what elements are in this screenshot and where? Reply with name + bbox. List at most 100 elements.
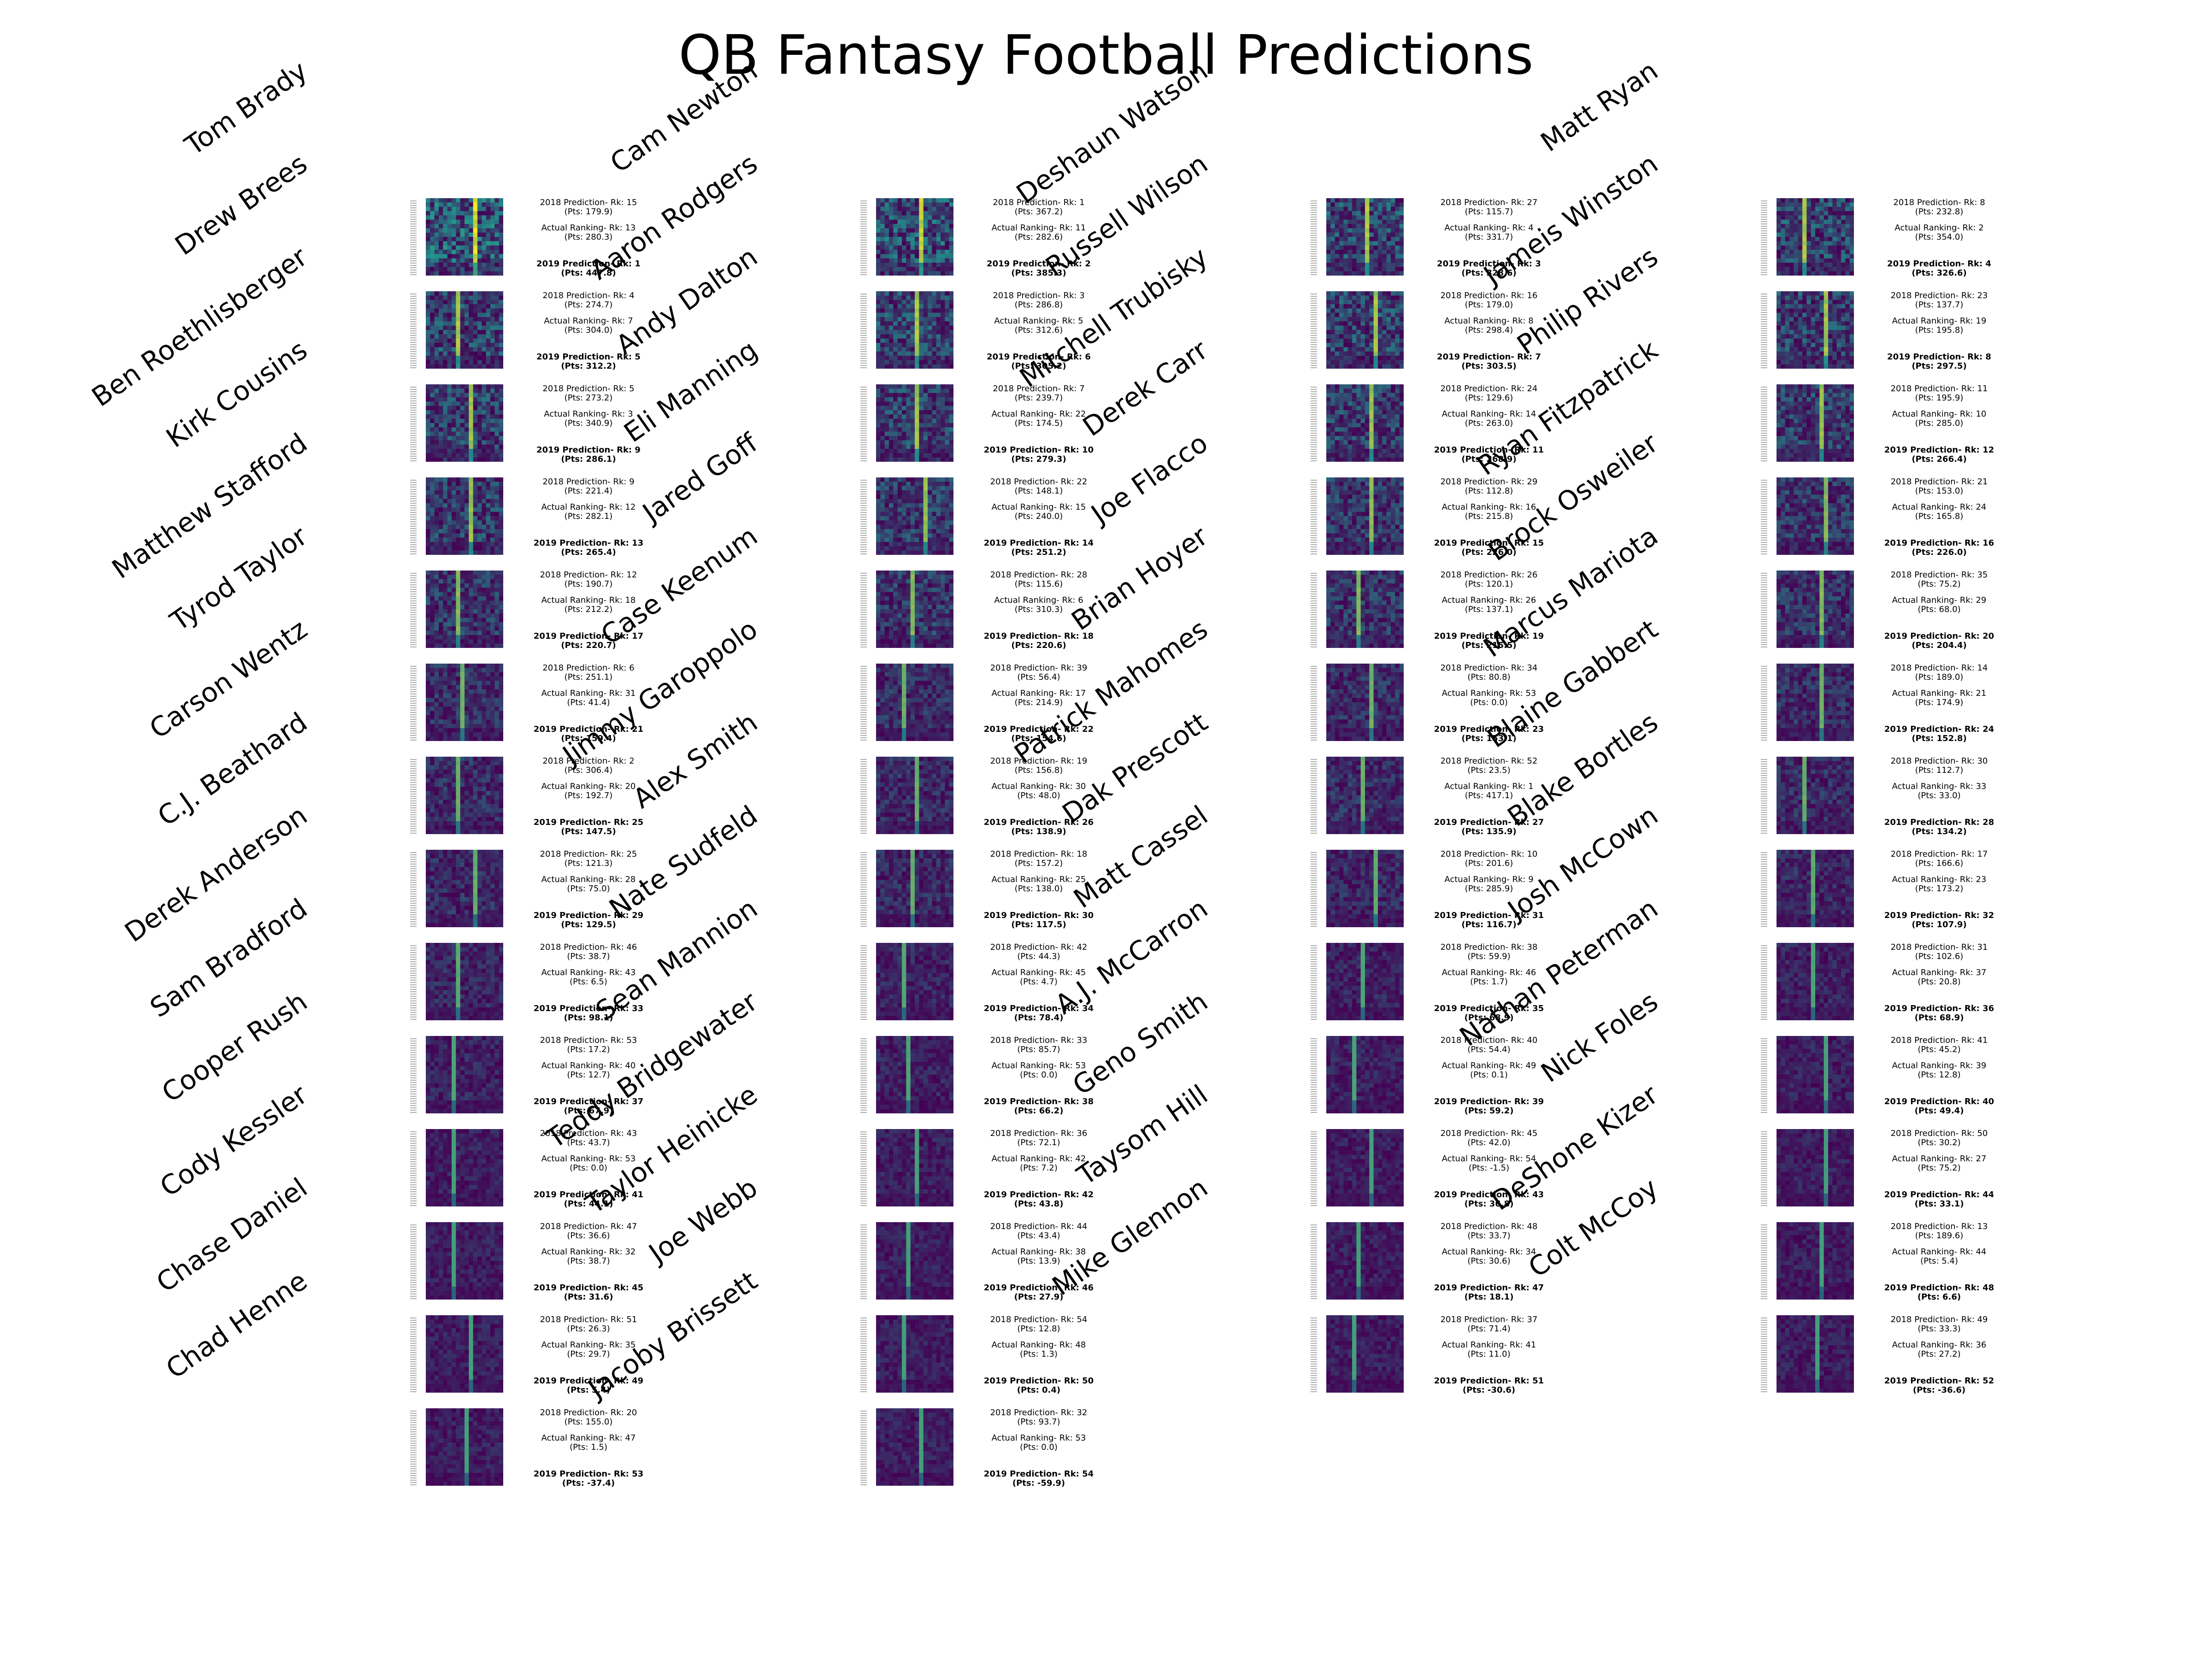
heatmap-cell (473, 1075, 478, 1079)
heatmap-cell (465, 867, 469, 871)
heatmap-cell (499, 1417, 503, 1422)
heatmap-cell (426, 1049, 430, 1053)
heatmap-cell (452, 1105, 456, 1109)
heatmap-cell (460, 427, 465, 432)
heatmap-cell (430, 694, 435, 698)
heatmap-cell (460, 1012, 465, 1016)
heatmap-cell (439, 211, 443, 216)
heatmap-cell (434, 588, 439, 592)
heatmap-cell (469, 1248, 473, 1253)
heatmap-cell (439, 732, 443, 737)
heatmap-cell (443, 436, 447, 441)
heatmap-cell (430, 613, 435, 618)
actual-ranking: Actual Ranking- Rk: 7 (544, 316, 633, 326)
heatmap-cell (430, 830, 435, 834)
heatmap-cell (439, 1332, 443, 1337)
heatmap-cell (906, 211, 911, 216)
heatmap-cell (447, 516, 452, 521)
heatmap-cell (494, 795, 499, 800)
heatmap-cell (499, 295, 503, 300)
heatmap-cell (439, 986, 443, 990)
heatmap-cell (490, 198, 495, 203)
heatmap-cell (460, 499, 465, 504)
heatmap-cell (884, 228, 889, 233)
heatmap-cell (452, 1349, 456, 1354)
heatmap-cell (465, 973, 469, 977)
heatmap-cell (439, 1066, 443, 1071)
heatmap-cell (430, 724, 435, 729)
heatmap-cell (443, 990, 447, 995)
heatmap-cell (439, 304, 443, 309)
heatmap-cell (490, 533, 495, 538)
heatmap-cell (439, 1222, 443, 1227)
heatmap-cell (473, 427, 478, 432)
actual-ranking: Actual Ranking- Rk: 20 (541, 782, 636, 791)
heatmap-cell (482, 694, 486, 698)
heatmap-cell (465, 757, 469, 761)
heatmap-cell (494, 994, 499, 999)
heatmap-cell (486, 732, 491, 737)
heatmap-cell (477, 436, 482, 441)
heatmap-cell (473, 1079, 478, 1083)
heatmap-cell (439, 668, 443, 672)
heatmap-cell (430, 206, 435, 212)
heatmap-cell (447, 232, 452, 237)
heatmap-cell (494, 1142, 499, 1147)
heatmap-cell (434, 219, 439, 224)
heatmap-cell (465, 1371, 469, 1376)
heatmap-cell (452, 1274, 456, 1278)
heatmap-cell (919, 245, 924, 250)
heatmap-cell (486, 1088, 491, 1092)
heatmap-cell (447, 533, 452, 538)
heatmap-cell (465, 258, 469, 263)
heatmap-cell (902, 232, 906, 237)
heatmap-cell (460, 215, 465, 220)
heatmap-cell (928, 228, 932, 233)
heatmap-cell (473, 520, 478, 525)
heatmap-cell (473, 817, 478, 822)
heatmap-cell (426, 1235, 430, 1240)
heatmap-cell (494, 681, 499, 685)
heatmap-cell (460, 1235, 465, 1240)
heatmap-cell (482, 1341, 486, 1346)
heatmap-cell (447, 300, 452, 305)
heatmap-cell (452, 672, 456, 677)
heatmap-cell (430, 291, 435, 296)
heatmap-cell (460, 542, 465, 547)
heatmap-cell (490, 1194, 495, 1198)
heatmap-cell (430, 1438, 435, 1443)
heatmap-cell (426, 1447, 430, 1452)
heatmap-cell (469, 761, 473, 765)
heatmap-cell (910, 202, 915, 207)
heatmap-cell (499, 1075, 503, 1079)
heatmap-cell (494, 1287, 499, 1291)
heatmap-cell (465, 410, 469, 415)
player-panel: Ben Roethlisberger 2018 Prediction- Rk: 5… (0, 241, 641, 477)
heatmap-cell (426, 228, 430, 233)
heatmap-cell (447, 1287, 452, 1291)
heatmap-cell (465, 774, 469, 778)
heatmap-cell (482, 884, 486, 889)
heatmap-cell (477, 1434, 482, 1439)
heatmap-cell (473, 1349, 478, 1354)
heatmap-cell (490, 1198, 495, 1202)
heatmap-cell (430, 1075, 435, 1079)
heatmap-cell (443, 271, 447, 276)
heatmap-cell (482, 583, 486, 588)
heatmap-cell (434, 211, 439, 216)
heatmap-cell (439, 477, 443, 482)
heatmap-cell (494, 1319, 499, 1324)
heatmap-cell (473, 1129, 478, 1134)
heatmap-cell (447, 1358, 452, 1363)
heatmap-cell (460, 596, 465, 601)
heatmap-cell (443, 1181, 447, 1185)
heatmap-cell (430, 410, 435, 415)
heatmap-cell (486, 423, 491, 428)
heatmap-cell (910, 250, 915, 254)
heatmap-cell (893, 198, 898, 203)
heatmap-cell (915, 202, 919, 207)
heatmap-cell (469, 267, 473, 271)
heatmap-cell (486, 1222, 491, 1227)
heatmap-cell (426, 1012, 430, 1016)
heatmap-cell (482, 698, 486, 703)
